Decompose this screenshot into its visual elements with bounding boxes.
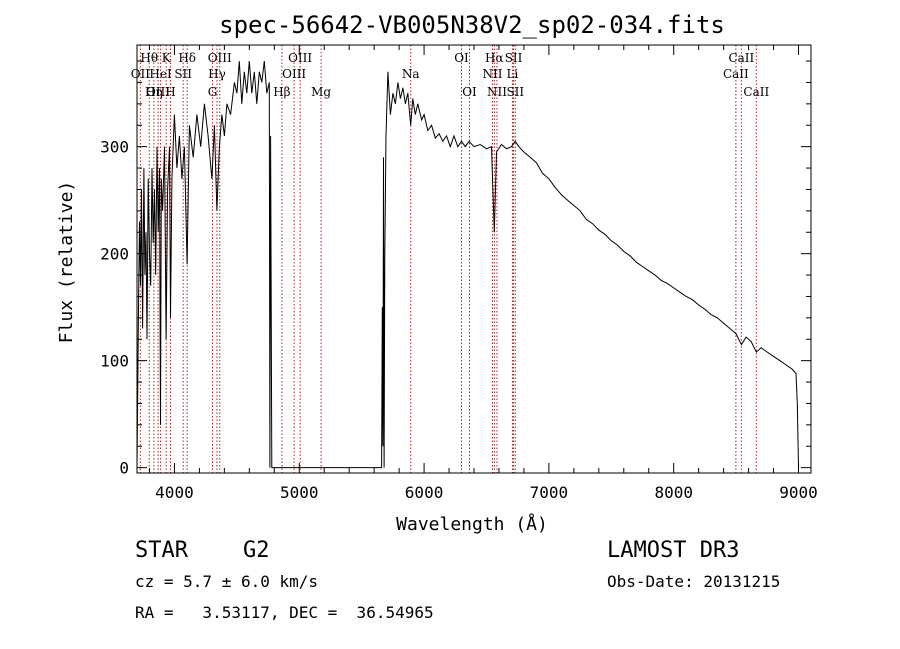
- object-class: STAR: [135, 538, 188, 563]
- y-tick-label: 100: [100, 352, 129, 371]
- spectral-line-label: K: [162, 51, 172, 65]
- spectral-line-label: SII: [174, 67, 192, 81]
- x-tick-label: 6000: [405, 483, 444, 502]
- spectral-line-label: H: [165, 85, 175, 99]
- y-tick-label: 0: [119, 459, 129, 478]
- x-axis-label: Wavelength (Å): [396, 513, 548, 535]
- spectral-line-label: CaII: [728, 51, 754, 65]
- spectral-line-label: OI: [454, 51, 469, 65]
- x-axis: 4000 5000 6000 7000 8000 9000: [148, 45, 818, 502]
- y-axis: 0 100 200 300: [100, 60, 811, 478]
- x-tick-label: 7000: [530, 483, 569, 502]
- spectral-line-label: OII: [131, 67, 151, 81]
- chart-title: spec-56642-VB005N38V2_sp02-034.fits: [219, 11, 725, 39]
- spectral-line-label: OIII: [146, 85, 170, 99]
- spectral-line-label: Hγ: [208, 67, 226, 81]
- x-tick-label: 5000: [280, 483, 319, 502]
- redshift-cz: cz = 5.7 ± 6.0 km/s: [135, 572, 319, 591]
- spectral-line-label: Hβ: [273, 85, 290, 99]
- ra-dec: RA = 3.53117, DEC = 36.54965: [135, 603, 434, 622]
- spectral-line-label: Hη: [145, 85, 163, 99]
- spectral-line-labels: HθOIIOIIIKHeIHηHδSIIHOIIIHγGOIIIOIIIHβNa…: [131, 51, 770, 99]
- y-axis-label: Flux (relative): [56, 181, 77, 344]
- spectral-line-label: Hα: [485, 51, 504, 65]
- spectral-line-label: OIII: [288, 51, 312, 65]
- spectral-line-label: NII: [487, 85, 507, 99]
- x-tick-label: 9000: [779, 483, 818, 502]
- spectral-line-label: Hθ: [140, 51, 158, 65]
- spectral-line-label: OIII: [282, 67, 306, 81]
- spectral-line-label: NII: [482, 67, 502, 81]
- spectral-line-label: G: [208, 85, 218, 99]
- flux-series-line: [136, 61, 799, 469]
- spectral-line-label: Hδ: [178, 51, 196, 65]
- obs-date: Obs-Date: 20131215: [607, 572, 781, 591]
- y-tick-label: 300: [100, 138, 129, 157]
- spectral-line-label: OI: [462, 85, 477, 99]
- survey-name: LAMOST DR3: [607, 538, 740, 563]
- object-subclass: G2: [243, 538, 270, 563]
- spectral-line-label: Mg: [311, 85, 331, 99]
- plot-frame: [136, 44, 812, 474]
- x-tick-label: 4000: [155, 483, 194, 502]
- spectral-line-markers: [139, 45, 757, 473]
- spectral-line-label: Li: [507, 67, 519, 81]
- spectral-line-label: SII: [506, 85, 524, 99]
- spectral-line-label: OIII: [208, 51, 232, 65]
- spectral-line-label: CaII: [743, 85, 769, 99]
- x-tick-label: 8000: [654, 483, 693, 502]
- spectral-line-label: HeI: [149, 67, 172, 81]
- y-tick-label: 200: [100, 245, 129, 264]
- spectral-line-label: CaII: [723, 67, 749, 81]
- spectral-line-label: Na: [402, 67, 420, 81]
- spectral-line-label: SII: [505, 51, 523, 65]
